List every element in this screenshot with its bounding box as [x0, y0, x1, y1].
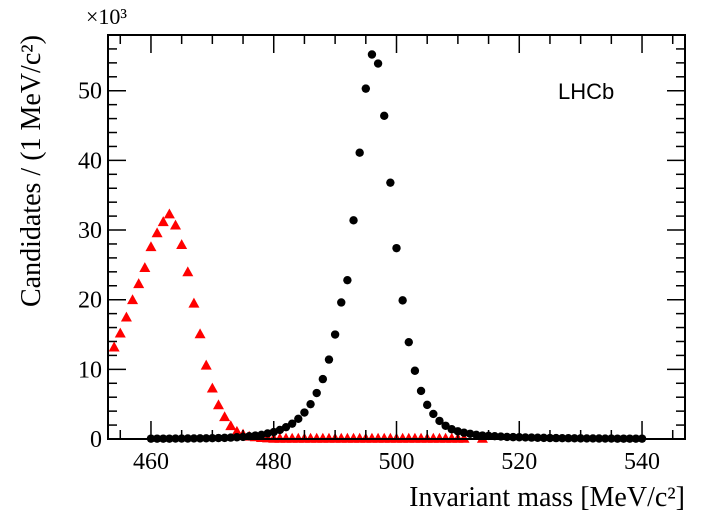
circle-marker [324, 355, 334, 364]
circle-marker [435, 416, 444, 426]
triangle-marker [225, 420, 237, 431]
circle-marker [429, 409, 438, 419]
triangle-marker [194, 328, 206, 339]
circle-marker [373, 59, 383, 68]
triangle-marker [108, 341, 120, 352]
triangle-marker [157, 216, 169, 227]
triangle-marker [188, 297, 200, 308]
triangle-marker [133, 278, 145, 289]
circle-marker [349, 216, 358, 225]
x-tick-label: 520 [501, 449, 537, 475]
triangle-marker [114, 327, 126, 338]
circle-marker [472, 430, 481, 440]
y-tick-label: 10 [78, 357, 102, 383]
triangle-marker [127, 294, 139, 305]
circle-marker [367, 50, 377, 59]
circle-marker [306, 399, 315, 409]
circle-marker [416, 386, 426, 396]
circle-marker [337, 298, 346, 307]
x-tick-label: 500 [379, 449, 415, 475]
circle-marker [300, 408, 309, 417]
triangle-marker [458, 432, 470, 443]
circle-marker [392, 243, 401, 253]
circle-marker [410, 366, 420, 375]
circle-marker [422, 400, 432, 410]
circle-marker [251, 431, 260, 440]
x-tick-label: 480 [256, 449, 292, 475]
tick-labels: 460 480 500 520 540 0 10 20 30 40 50 [78, 79, 660, 475]
triangle-marker [200, 359, 212, 370]
circle-marker [380, 111, 389, 121]
circle-marker [281, 422, 291, 432]
circle-marker [294, 414, 303, 423]
circle-marker [287, 419, 297, 428]
y-tick-label: 0 [90, 427, 102, 453]
x-tick-label: 540 [624, 449, 660, 475]
triangle-marker [182, 266, 194, 277]
circle-marker [343, 275, 352, 285]
circle-marker [361, 84, 371, 93]
y-tick-label: 30 [78, 218, 102, 244]
y-tick-label: 20 [78, 288, 102, 314]
y-axis-title: Candidates / (1 MeV/c²) [16, 35, 47, 307]
triangle-marker [231, 425, 243, 436]
triangle-marker [170, 219, 182, 230]
circle-marker [398, 296, 407, 305]
triangle-marker [176, 239, 188, 250]
triangle-marker [219, 411, 231, 422]
circle-marker [386, 178, 395, 187]
circle-marker [355, 148, 364, 157]
circle-marker [441, 421, 450, 430]
triangle-marker [151, 227, 163, 238]
triangle-marker [145, 241, 157, 252]
circle-marker [404, 337, 413, 347]
triangle-marker [163, 208, 175, 219]
circle-marker [312, 388, 321, 398]
circle-marker [478, 431, 487, 440]
x-axis-title: Invariant mass [MeV/c²] [409, 482, 685, 513]
lhcb-annotation: LHCb [558, 79, 614, 104]
data-markers [108, 50, 647, 443]
circle-marker [318, 374, 328, 384]
triangle-marker [212, 399, 224, 410]
circle-marker [330, 330, 340, 339]
axis-ticks [108, 34, 685, 440]
triangle-marker [120, 311, 132, 322]
y-multiplier-label: ×10³ [86, 4, 127, 29]
y-tick-label: 50 [78, 79, 102, 105]
x-tick-label: 460 [133, 449, 169, 475]
triangle-marker [139, 262, 151, 273]
y-tick-label: 40 [78, 148, 102, 174]
triangle-marker [206, 382, 218, 393]
